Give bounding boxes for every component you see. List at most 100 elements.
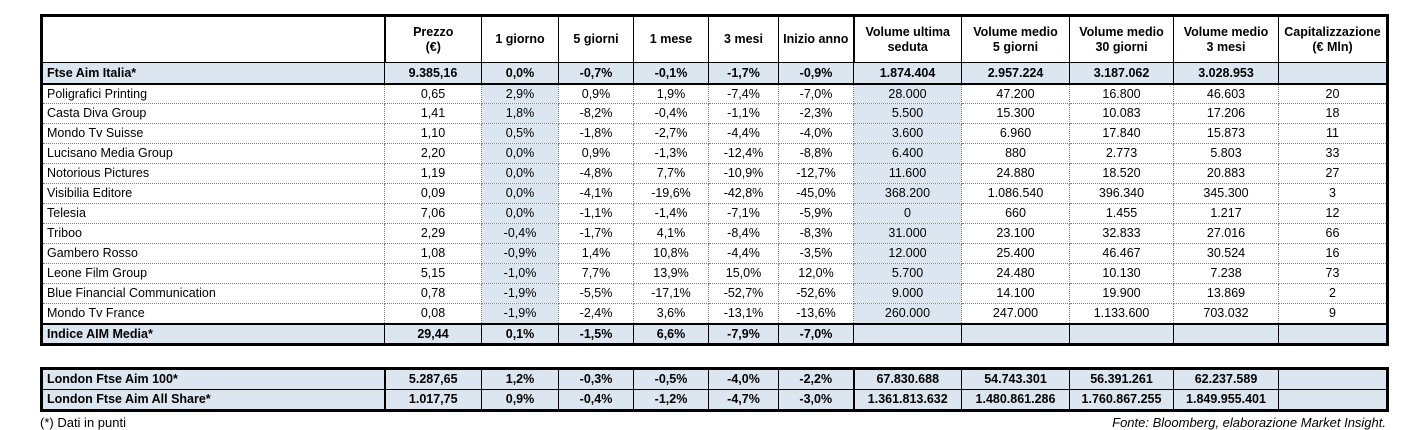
cell-3-mesi: -52,7% bbox=[708, 283, 779, 304]
cell-prezzo: 5,15 bbox=[384, 263, 482, 284]
cell-5-giorni: 7,7% bbox=[558, 263, 634, 284]
cell-volume-medio-5-giorni: 47.200 bbox=[961, 83, 1070, 104]
cell-inizio-anno: -4,0% bbox=[778, 123, 854, 144]
row-label: Poligrafici Printing bbox=[41, 83, 385, 104]
cell-capitalizzazione bbox=[1278, 368, 1388, 390]
stock-row: Notorious Pictures 1,19 0,0% -4,8% 7,7% -10,9… bbox=[41, 163, 1388, 184]
cell-volume-ultima-seduta: 1.874.404 bbox=[853, 62, 962, 85]
cell-inizio-anno: -12,7% bbox=[778, 163, 854, 184]
cell-1-giorno: -0,9% bbox=[481, 243, 559, 264]
cell-1-giorno: 0,9% bbox=[481, 389, 559, 411]
cell-1-giorno: 2,9% bbox=[481, 83, 559, 104]
cell-1-mese: 10,8% bbox=[633, 243, 709, 264]
cell-1-giorno: -1,9% bbox=[481, 283, 559, 304]
index-row: Indice AIM Media* 29,44 0,1% -1,5% 6,6% -7,9%… bbox=[41, 322, 1388, 345]
cell-inizio-anno: -8,8% bbox=[778, 143, 854, 164]
cell-5-giorni: -1,5% bbox=[558, 322, 634, 345]
table-header: Prezzo (€) 1 giorno 5 giorni 1 mese 3 me… bbox=[41, 15, 1388, 63]
stock-row: Gambero Rosso 1,08 -0,9% 1,4% 10,8% -4,4% -3,5… bbox=[41, 243, 1388, 264]
cell-volume-ultima-seduta: 12.000 bbox=[853, 243, 962, 264]
cell-prezzo: 7,06 bbox=[384, 203, 482, 224]
row-label: Mondo Tv Suisse bbox=[41, 123, 385, 144]
cell-volume-medio-30-giorni: 2.773 bbox=[1069, 143, 1174, 164]
aim-italia-report: Prezzo (€) 1 giorno 5 giorni 1 mese 3 me… bbox=[40, 14, 1389, 430]
cell-prezzo: 1,19 bbox=[384, 163, 482, 184]
stock-row: Mondo Tv France 0,08 -1,9% -2,4% 3,6% -13,1% -… bbox=[41, 303, 1388, 324]
header-volume-ultima-seduta: Volume ultima seduta bbox=[853, 15, 962, 63]
cell-3-mesi: -42,8% bbox=[708, 183, 779, 204]
row-label: Blue Financial Communication bbox=[41, 283, 385, 304]
header-name bbox=[41, 15, 386, 63]
cell-3-mesi: -12,4% bbox=[708, 143, 779, 164]
cell-volume-medio-5-giorni: 2.957.224 bbox=[961, 62, 1070, 85]
cell-5-giorni: -5,5% bbox=[558, 283, 634, 304]
cell-volume-ultima-seduta: 5.500 bbox=[853, 103, 962, 124]
cell-capitalizzazione: 33 bbox=[1278, 143, 1388, 164]
cell-volume-medio-5-giorni: 25.400 bbox=[961, 243, 1070, 264]
cell-volume-medio-3-mesi: 3.028.953 bbox=[1173, 62, 1279, 85]
cell-volume-ultima-seduta: 0 bbox=[853, 203, 962, 224]
header-3-mesi: 3 mesi bbox=[708, 15, 779, 63]
row-label: London Ftse Aim All Share* bbox=[41, 389, 386, 411]
cell-capitalizzazione: 11 bbox=[1278, 123, 1388, 144]
cell-volume-medio-5-giorni: 54.743.301 bbox=[961, 368, 1070, 390]
cell-volume-medio-30-giorni: 1.133.600 bbox=[1069, 303, 1174, 324]
cell-capitalizzazione bbox=[1278, 322, 1388, 345]
stock-row: Triboo 2,29 -0,4% -1,7% 4,1% -8,4% -8,3% 31.000… bbox=[41, 223, 1388, 244]
cell-volume-medio-5-giorni: 660 bbox=[961, 203, 1070, 224]
header-prezzo: Prezzo (€) bbox=[384, 15, 482, 63]
stock-row: Casta Diva Group 1,41 1,8% -8,2% -0,4% -1,1% -… bbox=[41, 103, 1388, 124]
row-label: Leone Film Group bbox=[41, 263, 385, 284]
cell-5-giorni: -4,8% bbox=[558, 163, 634, 184]
cell-capitalizzazione: 73 bbox=[1278, 263, 1388, 284]
cell-inizio-anno: -45,0% bbox=[778, 183, 854, 204]
cell-volume-ultima-seduta: 1.361.813.632 bbox=[853, 389, 962, 411]
cell-5-giorni: 0,9% bbox=[558, 143, 634, 164]
aim-italia-table: Prezzo (€) 1 giorno 5 giorni 1 mese 3 me… bbox=[40, 14, 1389, 346]
cell-3-mesi: -10,9% bbox=[708, 163, 779, 184]
cell-3-mesi: -7,1% bbox=[708, 203, 779, 224]
cell-volume-medio-5-giorni: 14.100 bbox=[961, 283, 1070, 304]
cell-volume-medio-3-mesi: 17.206 bbox=[1173, 103, 1279, 124]
cell-prezzo: 1,10 bbox=[384, 123, 482, 144]
cell-volume-ultima-seduta: 9.000 bbox=[853, 283, 962, 304]
footer: (*) Dati in punti Fonte: Bloomberg, elab… bbox=[40, 415, 1386, 430]
cell-3-mesi: -1,7% bbox=[708, 62, 779, 85]
cell-1-mese: -1,2% bbox=[633, 389, 709, 411]
cell-1-mese: -1,3% bbox=[633, 143, 709, 164]
cell-volume-medio-5-giorni: 880 bbox=[961, 143, 1070, 164]
header-1-giorno: 1 giorno bbox=[481, 15, 559, 63]
row-label: Notorious Pictures bbox=[41, 163, 385, 184]
cell-volume-medio-3-mesi: 27.016 bbox=[1173, 223, 1279, 244]
cell-volume-medio-5-giorni: 24.480 bbox=[961, 263, 1070, 284]
cell-prezzo: 1,41 bbox=[384, 103, 482, 124]
cell-volume-medio-3-mesi: 345.300 bbox=[1173, 183, 1279, 204]
cell-volume-medio-3-mesi: 15.873 bbox=[1173, 123, 1279, 144]
cell-volume-medio-30-giorni: 10.130 bbox=[1069, 263, 1174, 284]
cell-1-mese: -2,7% bbox=[633, 123, 709, 144]
cell-capitalizzazione: 12 bbox=[1278, 203, 1388, 224]
row-label: Visibilia Editore bbox=[41, 183, 385, 204]
cell-1-mese: -17,1% bbox=[633, 283, 709, 304]
cell-volume-medio-3-mesi: 30.524 bbox=[1173, 243, 1279, 264]
cell-prezzo: 9.385,16 bbox=[384, 62, 482, 85]
cell-3-mesi: 15,0% bbox=[708, 263, 779, 284]
cell-volume-medio-30-giorni: 46.467 bbox=[1069, 243, 1174, 264]
cell-inizio-anno: -2,2% bbox=[778, 368, 855, 390]
cell-prezzo: 29,44 bbox=[384, 322, 482, 345]
cell-5-giorni: -1,7% bbox=[558, 223, 634, 244]
cell-1-giorno: 0,0% bbox=[481, 203, 559, 224]
cell-volume-medio-5-giorni: 1.086.540 bbox=[961, 183, 1070, 204]
cell-volume-medio-5-giorni: 15.300 bbox=[961, 103, 1070, 124]
cell-prezzo: 2,20 bbox=[384, 143, 482, 164]
cell-volume-medio-5-giorni: 23.100 bbox=[961, 223, 1070, 244]
cell-volume-medio-5-giorni: 247.000 bbox=[961, 303, 1070, 324]
stock-row: Mondo Tv Suisse 1,10 0,5% -1,8% -2,7% -4,4% -4… bbox=[41, 123, 1388, 144]
cell-volume-ultima-seduta: 260.000 bbox=[853, 303, 962, 324]
cell-volume-medio-30-giorni: 19.900 bbox=[1069, 283, 1174, 304]
cell-capitalizzazione bbox=[1278, 62, 1388, 85]
cell-volume-medio-3-mesi bbox=[1173, 322, 1279, 345]
cell-volume-medio-5-giorni: 24.880 bbox=[961, 163, 1070, 184]
cell-volume-medio-3-mesi: 5.803 bbox=[1173, 143, 1279, 164]
cell-volume-medio-30-giorni: 17.840 bbox=[1069, 123, 1174, 144]
